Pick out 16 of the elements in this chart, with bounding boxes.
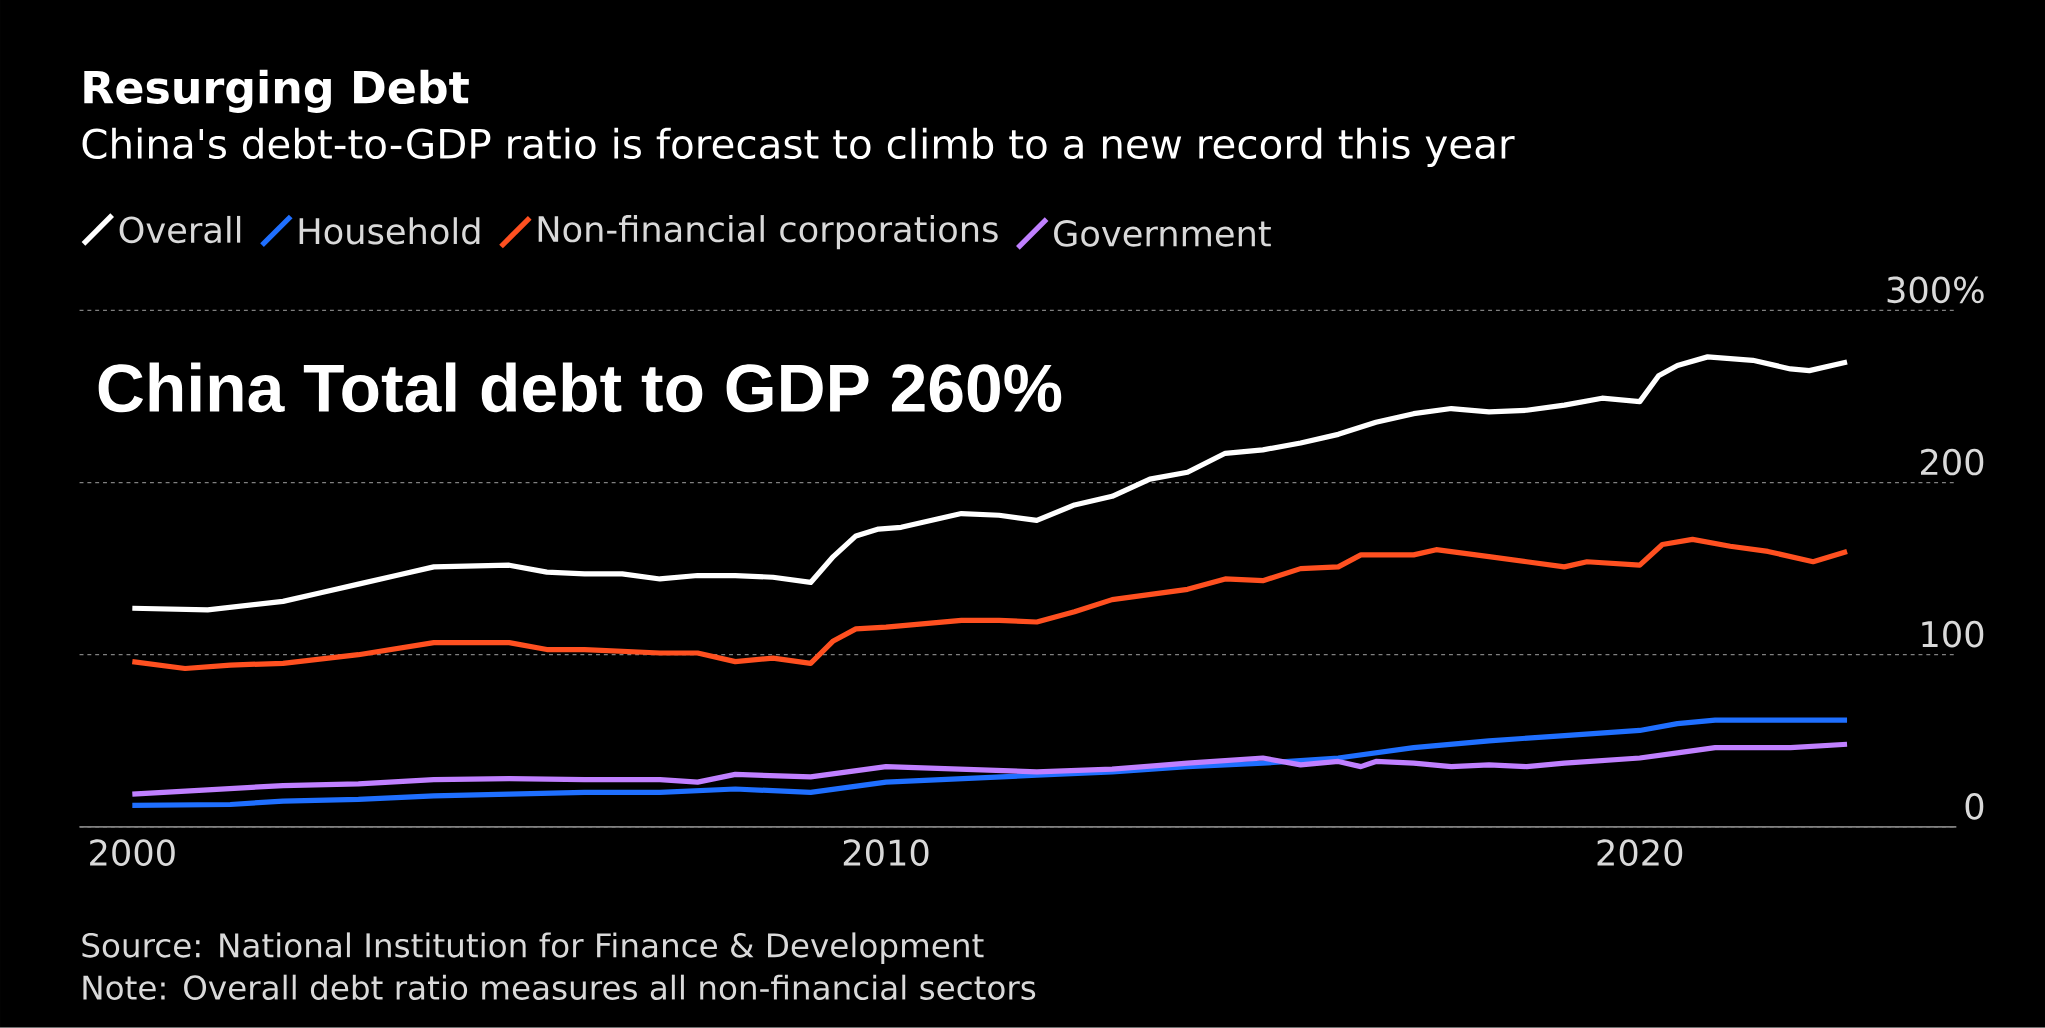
legend-label: Household	[299, 217, 480, 245]
legend-label: Overall	[119, 216, 241, 244]
annotation: China Total debt to GDP 260%	[98, 362, 1062, 413]
source-note: Source: National Institution for Finance & Development	[82, 932, 984, 965]
legend-label: Non-financial corporations	[538, 215, 998, 250]
x-tick-label: 2010	[843, 839, 929, 867]
y-tick-label: 300%	[1887, 276, 1984, 304]
text: Note: Overall debt ratio measures all non-financial sectors	[83, 974, 1036, 1001]
legend-label: Government	[1054, 220, 1271, 247]
y-tick-label: 100	[1922, 621, 1984, 648]
chart-title: Resurging Debt	[84, 69, 469, 114]
y-tick-label: 0	[1965, 793, 1984, 820]
x-tick-label: 2000	[90, 839, 175, 867]
x-tick-label: 2020	[1597, 839, 1683, 867]
y-tick-label: 200	[1921, 448, 1984, 476]
chart-subtitle: China's debt-to-GDP ratio is forecast to climb to a new record this year	[82, 127, 1515, 168]
